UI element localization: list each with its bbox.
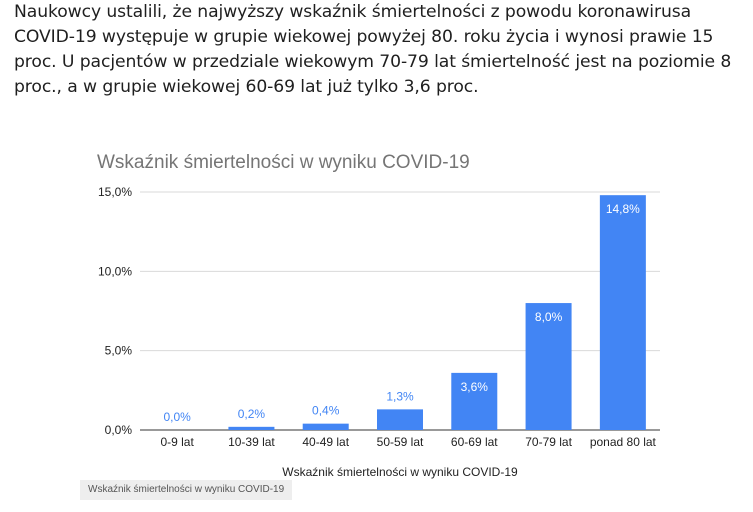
chart-title: Wskaźnik śmiertelności w wyniku COVID-19 xyxy=(97,152,470,173)
x-tick-label: 0-9 lat xyxy=(160,435,194,449)
chart-caption: Wskaźnik śmiertelności w wyniku COVID-19 xyxy=(80,480,293,500)
y-tick-label: 10,0% xyxy=(98,264,132,278)
y-tick-label: 15,0% xyxy=(98,185,132,199)
bar xyxy=(228,426,275,430)
data-label: 14,8% xyxy=(606,202,640,216)
bar xyxy=(451,372,498,430)
y-tick-label: 5,0% xyxy=(105,344,133,358)
data-label: 0,4% xyxy=(312,404,340,418)
data-label: 8,0% xyxy=(535,310,563,324)
data-label: 1,3% xyxy=(386,389,414,403)
bar xyxy=(525,303,572,430)
bar xyxy=(599,195,646,430)
x-tick-label: 40-49 lat xyxy=(302,435,349,449)
y-tick-label: 0,0% xyxy=(105,423,133,437)
article-paragraph: Naukowcy ustalili, że najwyższy wskaźnik… xyxy=(14,2,732,97)
x-tick-label: ponad 80 lat xyxy=(590,435,657,449)
x-axis-label: Wskaźnik śmiertelności w wyniku COVID-19 xyxy=(282,465,518,479)
x-tick-label: 70-79 lat xyxy=(525,435,572,449)
x-tick-label: 50-59 lat xyxy=(377,435,424,449)
bar xyxy=(302,423,349,430)
data-label: 3,6% xyxy=(461,380,489,394)
x-tick-label: 60-69 lat xyxy=(451,435,498,449)
x-tick-label: 10-39 lat xyxy=(228,435,275,449)
data-label: 0,2% xyxy=(238,407,266,421)
bar xyxy=(377,409,423,430)
data-label: 0,0% xyxy=(163,410,191,424)
